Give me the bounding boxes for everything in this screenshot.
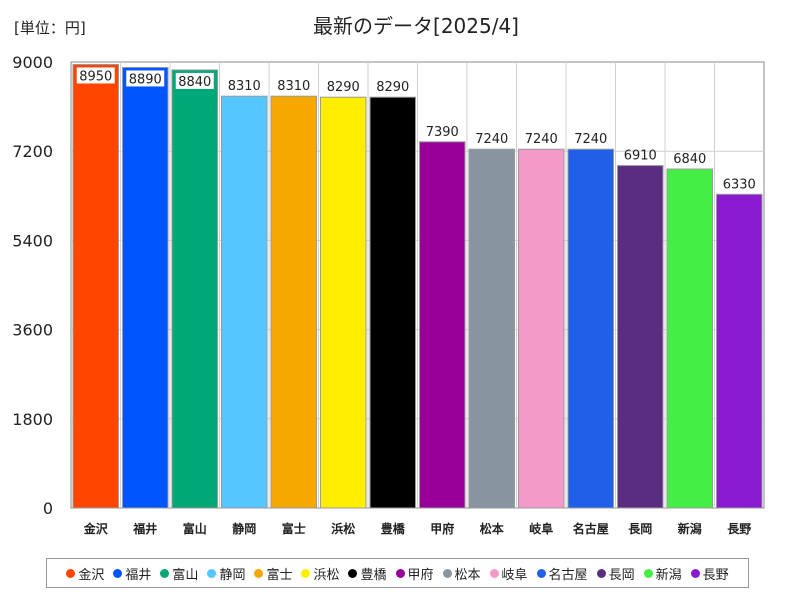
legend-label: 長岡 — [608, 567, 635, 583]
legend-marker — [395, 568, 405, 578]
data-label: 6910 — [624, 149, 657, 164]
legend-item: 長野 — [690, 564, 729, 583]
x-tick-label: 名古屋 — [573, 521, 609, 536]
legend: 金沢 福井 富山 静岡 富士 浜松 豊橋 甲府 松本 岐阜 名古屋 長岡 新潟 長野 — [46, 558, 749, 588]
legend-item: 金沢 — [66, 564, 104, 583]
legend-item: 名古屋 — [536, 564, 588, 583]
legend-marker — [301, 568, 311, 578]
x-tick-label: 富士 — [282, 521, 306, 536]
legend-item: 新潟 — [643, 564, 682, 583]
legend-label: 名古屋 — [548, 567, 588, 583]
legend-marker — [690, 568, 700, 578]
x-tick-label: 松本 — [480, 521, 504, 536]
data-label-bg — [175, 72, 214, 89]
legend-item: 富士 — [254, 564, 292, 583]
chart-title: 最新のデータ[2025/4] — [313, 14, 519, 38]
data-label: 7240 — [525, 132, 558, 147]
legend-marker — [348, 568, 358, 578]
bar — [320, 96, 367, 509]
bar — [468, 148, 515, 509]
bar — [617, 165, 664, 509]
x-tick-label: 静岡 — [232, 521, 256, 536]
legend-label: 福井 — [125, 567, 152, 583]
x-tick-label: 富山 — [183, 521, 207, 536]
x-tick-label: 長野 — [727, 521, 751, 536]
bar — [270, 95, 317, 509]
bar — [666, 168, 713, 509]
legend-item: 静岡 — [207, 564, 245, 583]
legend-label: 富士 — [266, 567, 293, 583]
legend-label: 松本 — [454, 567, 481, 583]
data-label: 7390 — [426, 125, 459, 140]
x-tick-label: 岐阜 — [529, 521, 553, 536]
legend-item: 福井 — [113, 564, 151, 583]
bar — [567, 148, 614, 509]
legend-marker — [596, 568, 606, 578]
data-label: 6330 — [723, 177, 756, 192]
bar — [369, 96, 416, 509]
bar — [122, 66, 169, 509]
data-label-bg — [76, 67, 115, 84]
x-tick-label: 浜松 — [331, 521, 355, 536]
legend-item: 浜松 — [301, 564, 339, 583]
data-label-bg — [126, 70, 165, 87]
data-label: 7240 — [574, 132, 607, 147]
bar — [72, 63, 119, 509]
bars: 8950 8890 8840 8310 8310 8290 8290 7390 7240 7240… — [72, 63, 763, 509]
data-label: 8840 — [178, 75, 211, 90]
legend-item: 松本 — [442, 564, 481, 583]
axes: 0 1800 3600 5400 7200 9000 金沢 福井 富山 静岡 富士 浜松 豊橋 甲府 松本 岐… — [12, 53, 751, 536]
data-label: 8290 — [327, 80, 360, 95]
legend-marker — [489, 568, 499, 578]
legend-label: 岐阜 — [501, 567, 528, 583]
legend-marker — [160, 568, 170, 578]
data-label: 8310 — [228, 79, 261, 94]
legend-label: 長野 — [702, 567, 729, 583]
y-tick-label: 0 — [43, 499, 53, 518]
bar — [221, 95, 268, 509]
bar — [518, 148, 565, 509]
legend-marker — [536, 568, 546, 578]
x-tick-label: 豊橋 — [381, 521, 406, 536]
legend-label: 静岡 — [219, 567, 246, 583]
y-tick-label: 7200 — [12, 142, 53, 161]
x-tick-label: 新潟 — [678, 521, 702, 536]
bar — [419, 141, 466, 509]
legend-label: 甲府 — [407, 567, 434, 583]
x-tick-label: 甲府 — [430, 521, 454, 536]
bar — [171, 69, 218, 509]
legend-marker — [643, 568, 653, 578]
legend-marker — [113, 568, 123, 578]
data-label: 8890 — [129, 72, 162, 87]
legend-label: 金沢 — [78, 567, 105, 583]
legend-item: 甲府 — [395, 564, 434, 583]
legend-label: 新潟 — [655, 567, 682, 583]
legend-marker — [207, 568, 217, 578]
x-tick-label: 長岡 — [628, 521, 652, 536]
x-tick-label: 金沢 — [83, 521, 109, 536]
legend-item: 岐阜 — [489, 564, 528, 583]
y-tick-label: 5400 — [12, 231, 53, 250]
legend-marker — [66, 568, 76, 578]
bar — [716, 193, 763, 509]
data-label: 7240 — [475, 132, 508, 147]
data-label: 8290 — [376, 80, 409, 95]
x-tick-label: 福井 — [132, 521, 157, 536]
data-label: 6840 — [673, 152, 706, 167]
legend-item: 富山 — [160, 564, 198, 583]
y-tick-label: 1800 — [12, 410, 53, 429]
legend-item: 長岡 — [596, 564, 635, 583]
y-tick-label: 9000 — [12, 53, 53, 72]
legend-label: 浜松 — [313, 567, 340, 583]
legend-marker — [442, 568, 452, 578]
legend-label: 豊橋 — [360, 567, 387, 583]
legend-item: 豊橋 — [348, 564, 387, 583]
data-label: 8950 — [79, 69, 112, 84]
legend-label: 富山 — [172, 567, 199, 583]
unit-label: [単位：円] — [14, 19, 86, 37]
y-tick-label: 3600 — [12, 321, 53, 340]
legend-marker — [254, 568, 264, 578]
data-label: 8310 — [277, 79, 310, 94]
